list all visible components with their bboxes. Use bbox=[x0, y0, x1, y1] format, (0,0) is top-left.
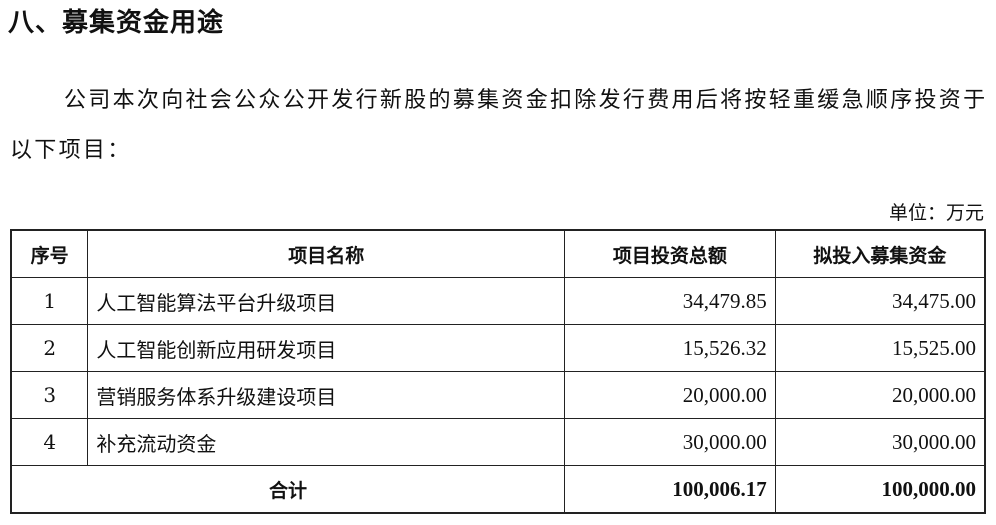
row-name: 补充流动资金 bbox=[87, 418, 566, 466]
header-name: 项目名称 bbox=[87, 229, 566, 278]
table-row: 1 人工智能算法平台升级项目 34,479.85 34,475.00 bbox=[10, 277, 986, 325]
row-total: 20,000.00 bbox=[564, 371, 776, 419]
header-raised: 拟投入募集资金 bbox=[774, 229, 986, 278]
row-raised: 34,475.00 bbox=[774, 277, 986, 325]
row-total: 15,526.32 bbox=[564, 324, 776, 372]
row-total: 30,000.00 bbox=[564, 418, 776, 466]
row-name: 营销服务体系升级建设项目 bbox=[87, 371, 566, 419]
row-no: 1 bbox=[10, 277, 89, 325]
row-raised: 15,525.00 bbox=[774, 324, 986, 372]
row-raised: 30,000.00 bbox=[774, 418, 986, 466]
intro-paragraph: 公司本次向社会公众公开发行新股的募集资金扣除发行费用后将按轻重缓急顺序投资于以下… bbox=[10, 88, 988, 163]
row-name: 人工智能算法平台升级项目 bbox=[87, 277, 566, 325]
fund-use-table: 序号 项目名称 项目投资总额 拟投入募集资金 1 人工智能算法平台升级项目 34… bbox=[10, 229, 986, 514]
total-label: 合计 bbox=[10, 465, 566, 514]
unit-label: 单位：万元 bbox=[888, 202, 984, 224]
section-heading: 八、募集资金用途 bbox=[8, 8, 225, 38]
row-name: 人工智能创新应用研发项目 bbox=[87, 324, 566, 372]
header-no: 序号 bbox=[10, 229, 89, 278]
row-no: 2 bbox=[10, 324, 89, 372]
total-row: 合计 100,006.17 100,000.00 bbox=[10, 465, 986, 514]
header-total: 项目投资总额 bbox=[564, 229, 776, 278]
table-header-row: 序号 项目名称 项目投资总额 拟投入募集资金 bbox=[10, 229, 986, 278]
row-no: 3 bbox=[10, 371, 89, 419]
table-row: 4 补充流动资金 30,000.00 30,000.00 bbox=[10, 418, 986, 466]
row-raised: 20,000.00 bbox=[774, 371, 986, 419]
row-total: 34,479.85 bbox=[564, 277, 776, 325]
table-row: 3 营销服务体系升级建设项目 20,000.00 20,000.00 bbox=[10, 371, 986, 419]
total-investment: 100,006.17 bbox=[564, 465, 776, 514]
table-row: 2 人工智能创新应用研发项目 15,526.32 15,525.00 bbox=[10, 324, 986, 372]
total-raised: 100,000.00 bbox=[774, 465, 986, 514]
row-no: 4 bbox=[10, 418, 89, 466]
